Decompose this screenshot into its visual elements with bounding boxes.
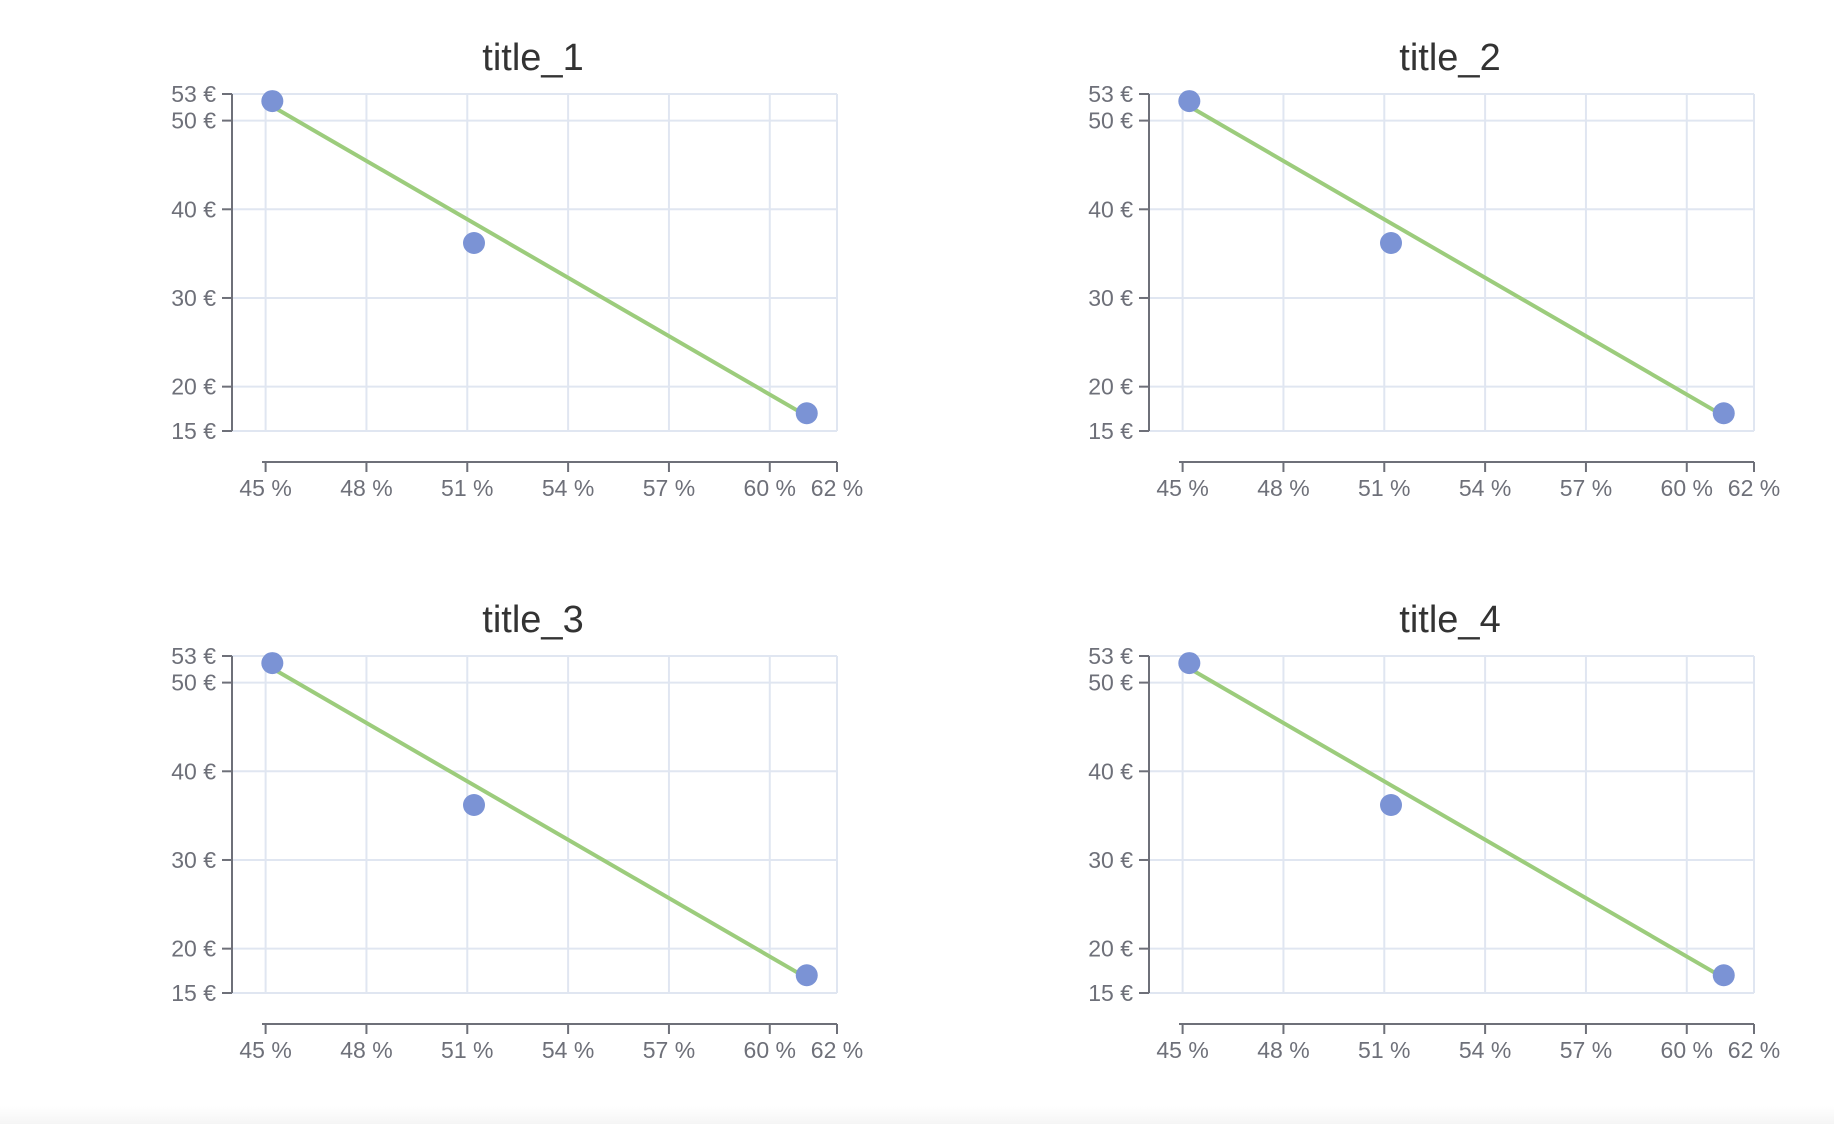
y-tick-label: 15 € xyxy=(171,418,216,444)
x-tick-label: 54 % xyxy=(542,475,594,501)
data-point[interactable] xyxy=(1712,402,1735,425)
y-tick-label: 53 € xyxy=(1088,81,1133,107)
y-tick-label: 40 € xyxy=(171,196,216,222)
chart-panel-4: title_4 15 € 20 € 30 € 40 € 50 €53 € 45 % 48 % 5… xyxy=(917,562,1834,1124)
data-point[interactable] xyxy=(1380,231,1402,254)
x-tick-label: 48 % xyxy=(1257,1037,1309,1063)
chart-title: title_1 xyxy=(482,37,583,79)
data-point[interactable] xyxy=(1178,90,1201,113)
x-tick-label: 62 % xyxy=(1728,1037,1780,1063)
trendline xyxy=(1187,104,1726,418)
trendline xyxy=(1187,666,1726,980)
x-tick-label: 48 % xyxy=(1257,475,1309,501)
data-point[interactable] xyxy=(1380,793,1402,816)
chart-title: title_3 xyxy=(482,599,583,641)
data-point[interactable] xyxy=(1712,964,1735,987)
y-tick-label: 40 € xyxy=(171,758,216,784)
y-tick-label: 50 € xyxy=(1088,670,1133,696)
trendline xyxy=(270,104,809,418)
y-tick-label: 53 € xyxy=(171,643,216,669)
y-tick-label: 40 € xyxy=(1088,196,1133,222)
x-tick-label: 60 % xyxy=(744,475,796,501)
scatter-chart-3: title_3 15 € 20 € 30 € 40 € 50 €53 € 45 % 48 % 5… xyxy=(171,599,863,1063)
y-tick-label: 50 € xyxy=(171,108,216,134)
data-point[interactable] xyxy=(795,964,818,987)
y-tick-label: 15 € xyxy=(1088,418,1133,444)
scatter-chart-1: title_1 15 € 20 € 30 € 40 € 50 €53 € 45 % 48 % 5… xyxy=(171,37,863,501)
chart-title: title_4 xyxy=(1399,599,1500,641)
x-tick-label: 45 % xyxy=(239,1037,291,1063)
x-tick-label: 51 % xyxy=(1358,1037,1410,1063)
scatter-chart-4: title_4 15 € 20 € 30 € 40 € 50 €53 € 45 % 48 % 5… xyxy=(1088,599,1780,1063)
x-tick-label: 51 % xyxy=(441,475,493,501)
grid xyxy=(1149,93,1755,432)
y-tick-label: 30 € xyxy=(1088,285,1133,311)
scatter-chart-2: title_2 15 € 20 € 30 € 40 € 50 €53 € 45 % 48 % 5… xyxy=(1088,37,1780,501)
x-tick-label: 45 % xyxy=(1156,1037,1208,1063)
y-tick-label: 20 € xyxy=(171,374,216,400)
x-tick-label: 54 % xyxy=(542,1037,594,1063)
x-tick-label: 60 % xyxy=(1661,475,1713,501)
x-tick-label: 57 % xyxy=(1560,1037,1612,1063)
y-tick-label: 50 € xyxy=(171,670,216,696)
x-tick-label: 51 % xyxy=(441,1037,493,1063)
data-point[interactable] xyxy=(1178,652,1201,675)
y-tick-label: 50 € xyxy=(1088,108,1133,134)
x-tick-label: 57 % xyxy=(1560,475,1612,501)
y-tick-label: 40 € xyxy=(1088,758,1133,784)
chart-panel-1: title_1 15 € 20 € 30 € 40 € 50 €53 € 45 % 48 % 5… xyxy=(0,0,917,562)
chart-title: title_2 xyxy=(1399,37,1500,79)
y-tick-label: 20 € xyxy=(1088,374,1133,400)
x-tick-label: 54 % xyxy=(1459,1037,1511,1063)
x-tick-label: 57 % xyxy=(643,1037,695,1063)
x-tick-label: 60 % xyxy=(744,1037,796,1063)
data-point[interactable] xyxy=(463,231,485,254)
x-tick-label: 51 % xyxy=(1358,475,1410,501)
chart-panel-3: title_3 15 € 20 € 30 € 40 € 50 €53 € 45 % 48 % 5… xyxy=(0,562,917,1124)
data-point[interactable] xyxy=(261,90,284,113)
y-tick-label: 53 € xyxy=(171,81,216,107)
y-tick-label: 30 € xyxy=(171,285,216,311)
y-tick-label: 30 € xyxy=(171,847,216,873)
x-tick-label: 54 % xyxy=(1459,475,1511,501)
y-tick-label: 20 € xyxy=(171,936,216,962)
bottom-fade xyxy=(0,1106,1834,1124)
y-tick-label: 15 € xyxy=(1088,980,1133,1006)
grid xyxy=(232,655,838,994)
y-tick-label: 53 € xyxy=(1088,643,1133,669)
trendline xyxy=(270,666,809,980)
y-tick-label: 15 € xyxy=(171,980,216,1006)
x-tick-label: 62 % xyxy=(811,475,863,501)
x-tick-label: 45 % xyxy=(1156,475,1208,501)
x-tick-label: 45 % xyxy=(239,475,291,501)
y-tick-label: 20 € xyxy=(1088,936,1133,962)
x-tick-label: 60 % xyxy=(1661,1037,1713,1063)
grid xyxy=(1149,655,1755,994)
data-point[interactable] xyxy=(463,793,485,816)
y-tick-label: 30 € xyxy=(1088,847,1133,873)
x-tick-label: 48 % xyxy=(340,1037,392,1063)
x-tick-label: 57 % xyxy=(643,475,695,501)
data-point[interactable] xyxy=(261,652,284,675)
x-tick-label: 48 % xyxy=(340,475,392,501)
data-point[interactable] xyxy=(795,402,818,425)
chart-panel-2: title_2 15 € 20 € 30 € 40 € 50 €53 € 45 % 48 % 5… xyxy=(917,0,1834,562)
x-tick-label: 62 % xyxy=(811,1037,863,1063)
x-tick-label: 62 % xyxy=(1728,475,1780,501)
grid xyxy=(232,93,838,432)
